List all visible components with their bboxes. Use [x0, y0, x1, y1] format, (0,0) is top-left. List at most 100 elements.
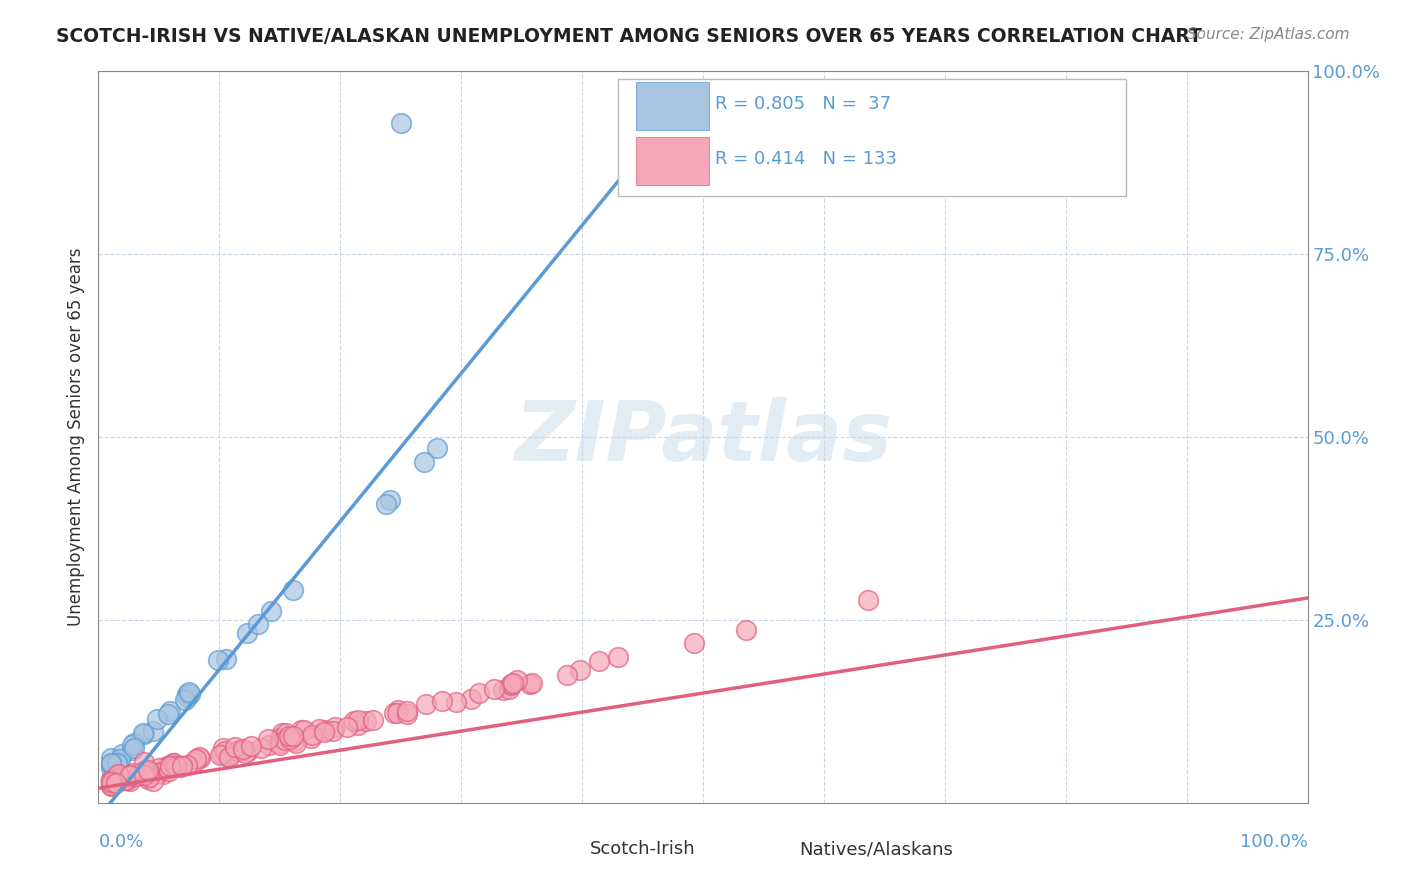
Point — [100, 774, 122, 789]
Point — [104, 772, 127, 786]
Point — [132, 727, 155, 741]
Point — [682, 636, 704, 650]
Point — [157, 706, 180, 721]
Point — [165, 758, 187, 772]
Point — [139, 764, 162, 778]
Point — [290, 723, 312, 737]
Point — [114, 773, 136, 788]
Point — [156, 759, 179, 773]
Point — [101, 774, 124, 789]
Point — [103, 774, 125, 789]
Point — [162, 756, 184, 770]
Point — [285, 736, 308, 750]
Point — [396, 707, 419, 722]
Point — [170, 759, 193, 773]
Point — [271, 725, 294, 739]
Point — [375, 497, 398, 511]
Point — [468, 686, 491, 700]
Point — [382, 706, 405, 721]
Point — [395, 704, 418, 718]
Point — [138, 767, 160, 781]
Point — [498, 682, 520, 697]
Point — [122, 741, 145, 756]
Point — [136, 763, 159, 777]
Point — [232, 742, 254, 756]
Point — [343, 714, 366, 728]
Point — [277, 729, 299, 743]
Point — [141, 774, 163, 789]
FancyBboxPatch shape — [569, 836, 619, 869]
Point — [134, 768, 156, 782]
Point — [132, 756, 155, 770]
Point — [269, 731, 291, 746]
FancyBboxPatch shape — [637, 137, 709, 185]
Point — [170, 759, 193, 773]
Point — [482, 682, 505, 697]
Text: Scotch-Irish: Scotch-Irish — [589, 840, 696, 858]
Point — [186, 752, 208, 766]
Point — [323, 720, 346, 734]
Point — [499, 677, 522, 691]
Point — [101, 757, 124, 772]
Point — [269, 733, 291, 747]
Text: Natives/Alaskans: Natives/Alaskans — [800, 840, 953, 858]
Point — [146, 712, 169, 726]
Point — [256, 732, 278, 747]
Point — [314, 725, 336, 739]
Point — [299, 731, 322, 745]
Point — [136, 764, 159, 778]
Point — [347, 714, 370, 728]
Point — [110, 747, 132, 761]
Point — [179, 687, 201, 701]
Point — [228, 743, 250, 757]
Point — [235, 746, 257, 760]
Point — [856, 593, 879, 607]
Point — [135, 764, 157, 779]
Point — [183, 755, 205, 769]
Point — [163, 758, 186, 772]
Point — [444, 695, 467, 709]
Point — [520, 675, 543, 690]
Point — [120, 774, 142, 789]
Point — [100, 772, 122, 787]
Point — [492, 683, 515, 698]
Point — [217, 745, 239, 759]
Point — [249, 740, 271, 755]
Point — [148, 761, 170, 775]
Point — [121, 742, 143, 756]
Point — [176, 690, 198, 705]
Point — [177, 685, 200, 699]
Point — [100, 756, 122, 771]
Point — [336, 720, 359, 734]
Point — [211, 747, 233, 761]
Point — [152, 767, 174, 781]
Point — [460, 692, 482, 706]
Point — [209, 747, 232, 762]
Point — [283, 733, 305, 747]
Point — [247, 616, 270, 631]
Point — [387, 703, 409, 717]
Point — [110, 770, 132, 784]
Point — [314, 723, 336, 738]
Point — [378, 493, 401, 508]
Text: R = 0.414   N = 133: R = 0.414 N = 133 — [716, 150, 897, 168]
Y-axis label: Unemployment Among Seniors over 65 years: Unemployment Among Seniors over 65 years — [66, 248, 84, 626]
Point — [120, 769, 142, 783]
Point — [269, 736, 291, 750]
Point — [100, 778, 122, 792]
Point — [125, 767, 148, 781]
Point — [146, 766, 169, 780]
Point — [108, 768, 131, 782]
Point — [108, 752, 131, 766]
Point — [218, 750, 240, 764]
Point — [169, 760, 191, 774]
Point — [426, 441, 449, 455]
Point — [120, 768, 142, 782]
Point — [215, 652, 238, 666]
Point — [174, 693, 197, 707]
Point — [100, 756, 122, 771]
Text: 0.0%: 0.0% — [98, 833, 143, 851]
Point — [104, 757, 127, 772]
Point — [188, 751, 211, 765]
Point — [100, 774, 122, 789]
